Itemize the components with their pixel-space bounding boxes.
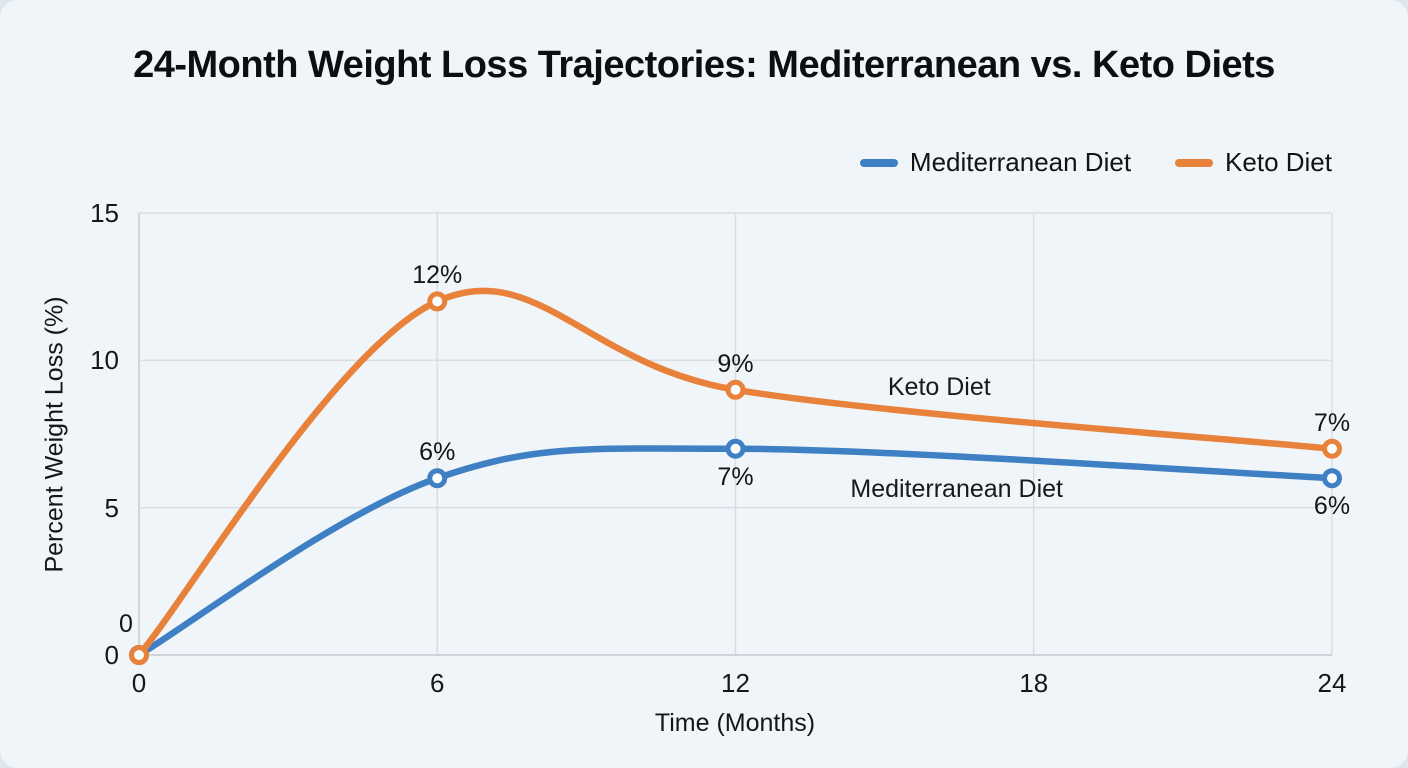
marker-layer <box>129 291 1342 665</box>
grid-layer <box>138 212 1333 656</box>
legend-swatch-keto-icon <box>1175 158 1214 167</box>
legend-label-mediterranean: Mediterranean Diet <box>909 147 1132 177</box>
series-layer <box>135 287 1336 659</box>
chart-title: 24-Month Weight Loss Trajectories: Medit… <box>133 44 1275 86</box>
data-point-marker-mediterranean-diet-m12 <box>725 438 746 459</box>
data-point-marker-keto-diet-m12 <box>725 379 746 400</box>
data-point-marker-keto-diet-m0 <box>129 645 149 665</box>
data-point-marker-mediterranean-diet-m24 <box>1322 468 1342 489</box>
series-line-keto-diet <box>135 287 1336 659</box>
legend-label-keto: Keto Diet <box>1225 147 1332 177</box>
data-point-marker-keto-diet-m6 <box>427 291 448 312</box>
legend-item-mediterranean[interactable]: Mediterranean Diet <box>859 147 1132 178</box>
legend: Mediterranean Diet Keto Diet <box>859 147 1332 178</box>
legend-swatch-mediterranean-icon <box>859 158 898 167</box>
data-point-marker-keto-diet-m24 <box>1322 438 1342 459</box>
series-line-mediterranean-diet <box>135 445 1336 659</box>
legend-item-keto[interactable]: Keto Diet <box>1175 147 1332 178</box>
data-point-marker-mediterranean-diet-m6 <box>427 468 448 489</box>
